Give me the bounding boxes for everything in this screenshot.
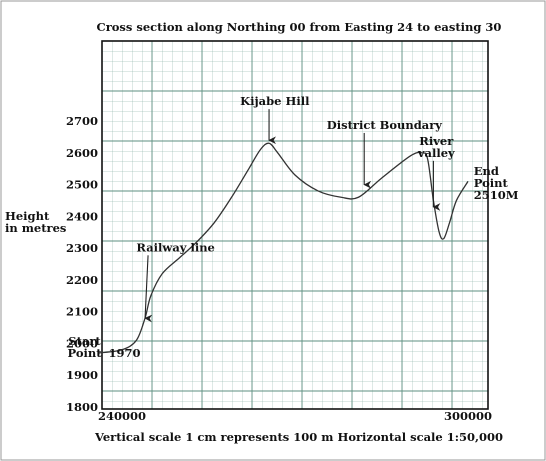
annotation-label-line: Point (474, 176, 509, 190)
y-tick-label: 2600 (66, 146, 98, 160)
annotation-district-boundary: District Boundary (327, 118, 443, 189)
y-tick-label: 2700 (66, 114, 98, 128)
annotation-label-line: Railway line (136, 240, 214, 254)
annotation-label: Kijabe Hill (240, 94, 310, 108)
y-tick-labels: 1800 1900 2000 2100 2200 2300 2400 2500 2600 2700 (66, 114, 98, 414)
annotation-river-valley: River valley (417, 134, 455, 211)
annotation-railway-line: Railway line (136, 240, 215, 323)
annotation-end-point: End Point 2510M (474, 164, 519, 202)
annotation-start-point: Start Point 1970 (67, 334, 140, 360)
scale-footer: Vertical scale 1 cm represents 100 m Hor… (94, 430, 503, 444)
annotation-label-line: Start (68, 334, 101, 348)
y-tick-label: 2500 (66, 178, 98, 192)
annotation-label: Start Point (67, 334, 102, 360)
annotation-label-line: Kijabe Hill (240, 94, 310, 108)
x-tick-label: 300000 (444, 409, 492, 423)
annotation-label-line: 2510M (474, 188, 519, 202)
x-tick-labels: 240000 300000 (98, 409, 492, 423)
y-tick-label: 2100 (66, 305, 98, 319)
x-tick-label: 240000 (98, 409, 146, 423)
annotation-kijabe-hill: Kijabe Hill (240, 94, 310, 145)
y-axis-label-line-2: in metres (5, 221, 66, 235)
plot-border (101, 40, 489, 410)
profile-line (98, 142, 469, 354)
graph-paper (102, 41, 488, 409)
annotation-label-line: Point (67, 346, 102, 360)
annotation-label-line: valley (417, 146, 455, 160)
major-grid (102, 41, 488, 409)
annotation-value-label: 1970 (109, 346, 141, 360)
annotation-label-line: District Boundary (327, 118, 443, 132)
y-tick-label: 2200 (66, 273, 98, 287)
annotation-label-line: End (474, 164, 499, 178)
annotation-label: Railway line (136, 240, 214, 254)
annotation-label: River valley (417, 134, 455, 160)
y-axis-label-line-1: Height (5, 209, 50, 223)
annotation-label: End Point 2510M (474, 164, 519, 202)
y-tick-label: 2300 (66, 241, 98, 255)
y-tick-label: 1800 (66, 400, 98, 414)
chart-title: Cross section along Northing 00 from Eas… (97, 20, 502, 34)
y-axis-label: Height in metres (5, 209, 66, 235)
y-tick-label: 2000 (66, 336, 98, 350)
annotation-arrow (144, 255, 153, 323)
y-tick-label: 1900 (66, 368, 98, 382)
y-tick-label: 2400 (66, 209, 98, 223)
annotation-label: District Boundary (327, 118, 443, 132)
annotation-label-line: River (419, 134, 454, 148)
